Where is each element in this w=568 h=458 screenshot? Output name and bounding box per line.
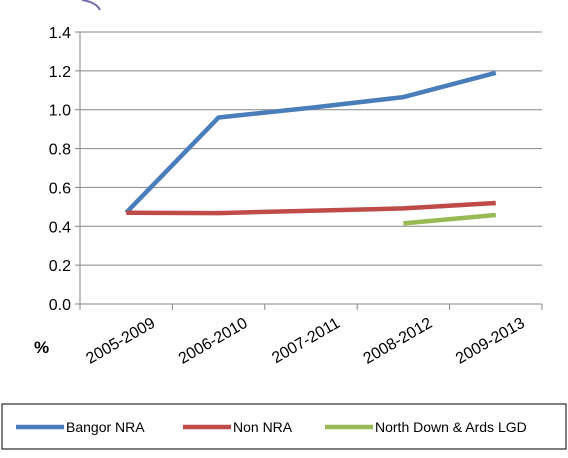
y-tick-label: 1.2 <box>49 64 71 81</box>
y-tick-label: 0.8 <box>49 142 71 159</box>
y-tick-label: 0.4 <box>49 219 71 236</box>
legend-label: Non NRA <box>233 419 293 435</box>
cropped-decoration <box>81 0 101 11</box>
y-tick-labels: 0.0 0.2 0.4 0.6 0.8 1.0 1.2 1.4 <box>49 25 71 314</box>
series-line <box>403 212 497 226</box>
y-tick-label: 1.4 <box>49 25 71 42</box>
series-lines <box>124 70 497 226</box>
series-line <box>126 200 496 216</box>
axes <box>75 31 543 310</box>
x-tick-label: 2005-2009 <box>83 315 158 368</box>
x-tick-labels: 2005-2009 2006-2010 2007-2011 2008-2012 2009… <box>83 315 527 368</box>
y-tick-label: 0.6 <box>49 180 71 197</box>
legend: Bangor NRA Non NRA North Down & Ards LGD <box>16 419 527 435</box>
x-tick-label: 2009-2013 <box>453 315 528 368</box>
y-tick-label: 0.2 <box>49 258 71 275</box>
legend-label: North Down & Ards LGD <box>375 419 527 435</box>
y-axis-label: % <box>34 338 49 357</box>
series-line <box>124 70 497 215</box>
x-tick-label: 2006-2010 <box>176 315 251 368</box>
legend-label: Bangor NRA <box>66 419 145 435</box>
x-tick-label: 2007-2011 <box>269 315 343 367</box>
y-tick-label: 0.0 <box>49 297 71 314</box>
x-tick-label: 2008-2012 <box>361 315 436 368</box>
y-tick-label: 1.0 <box>49 103 71 120</box>
legend-box <box>1 403 567 450</box>
gridlines <box>80 31 542 266</box>
